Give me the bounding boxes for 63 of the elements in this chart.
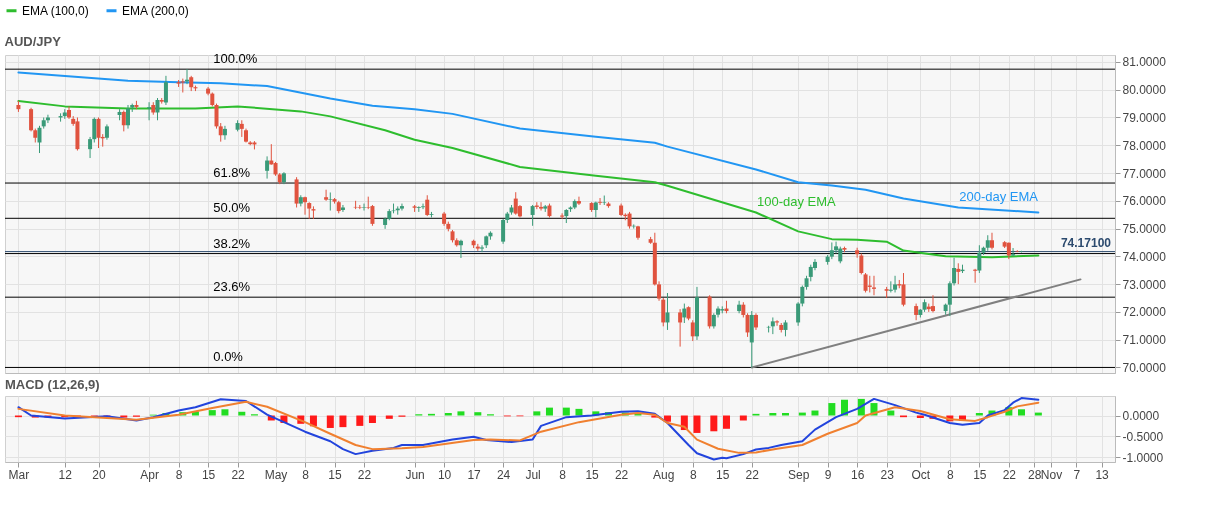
annotation: 74.17100 xyxy=(1060,235,1112,250)
x-tick-label: 24 xyxy=(496,467,511,482)
y-tick-label: 71.0000 xyxy=(1122,333,1167,348)
y-tick-label: 81.0000 xyxy=(1122,55,1167,70)
legend-label: EMA (100,0) xyxy=(22,3,89,18)
y-tick-label: 78.0000 xyxy=(1122,138,1167,153)
x-tick-label: 12 xyxy=(58,467,73,482)
y-tick-label: -0.5000 xyxy=(1122,429,1164,444)
y-tick-label: 0.0000 xyxy=(1122,409,1160,424)
y-tick-label: 80.0000 xyxy=(1122,83,1167,98)
x-tick-label: May xyxy=(264,467,288,482)
x-tick-label: 15 xyxy=(201,467,216,482)
x-tick-label: 17 xyxy=(467,467,482,482)
x-tick-label: 15 xyxy=(716,467,730,482)
legend-label: EMA (200,0) xyxy=(122,3,189,18)
chart-title: MACD (12,26,9) xyxy=(5,377,100,392)
x-tick-label: Mar xyxy=(8,467,30,482)
x-tick-label: 16 xyxy=(850,467,865,482)
x-tick-label: 13 xyxy=(1095,467,1110,482)
y-tick-label: 75.0000 xyxy=(1122,222,1167,237)
x-tick-label: 8 xyxy=(559,467,567,482)
chart-title: AUD/JPY xyxy=(4,34,62,50)
x-tick-label: Jul xyxy=(525,467,541,482)
y-tick-label: -1.0000 xyxy=(1122,450,1164,465)
x-tick-label: Aug xyxy=(653,467,675,482)
x-tick-label: Sep xyxy=(787,467,810,482)
y-tick-label: 77.0000 xyxy=(1122,166,1167,181)
annotation: 100-day EMA xyxy=(756,194,837,210)
x-tick-label: 22 xyxy=(1002,467,1017,482)
x-tick-label: 15 xyxy=(328,467,343,482)
x-tick-label: 9 xyxy=(824,467,832,482)
y-tick-label: 73.0000 xyxy=(1122,277,1167,292)
x-tick-label: 8 xyxy=(947,467,954,482)
annotation: 100.0% xyxy=(213,51,258,67)
x-tick-label: 15 xyxy=(585,467,600,482)
x-tick-label: 8 xyxy=(689,467,697,482)
x-tick-label: Apr xyxy=(140,467,159,482)
x-tick-label: 22 xyxy=(357,467,372,482)
annotation: 61.8% xyxy=(213,165,251,181)
x-tick-label: Oct xyxy=(911,467,931,482)
y-tick-label: 72.0000 xyxy=(1122,305,1167,320)
x-tick-label: 22 xyxy=(745,467,760,482)
x-tick-label: 8 xyxy=(175,467,183,482)
x-tick-label: 20 xyxy=(92,467,106,482)
annotation: 0.0% xyxy=(213,349,244,365)
y-tick-label: 70.0000 xyxy=(1122,360,1167,375)
y-tick-label: 79.0000 xyxy=(1122,110,1167,125)
annotation: 23.6% xyxy=(213,279,251,295)
x-tick-label: 8 xyxy=(302,467,310,482)
annotation: 200-day EMA xyxy=(959,189,1039,205)
x-tick-label: 7 xyxy=(1073,467,1081,482)
annotation: 38.2% xyxy=(213,235,251,251)
x-tick-label: 22 xyxy=(614,467,629,482)
x-tick-label: 22 xyxy=(231,467,246,482)
y-tick-label: 74.0000 xyxy=(1122,249,1167,264)
x-tick-label: 15 xyxy=(973,467,987,482)
y-tick-label: 76.0000 xyxy=(1122,194,1167,209)
annotation: 50.0% xyxy=(213,200,251,216)
x-tick-label: Nov xyxy=(1040,467,1063,482)
x-tick-label: 28 xyxy=(1027,467,1042,482)
x-tick-label: 10 xyxy=(437,467,452,482)
x-tick-label: 23 xyxy=(880,467,895,482)
x-tick-label: Jun xyxy=(405,467,425,482)
